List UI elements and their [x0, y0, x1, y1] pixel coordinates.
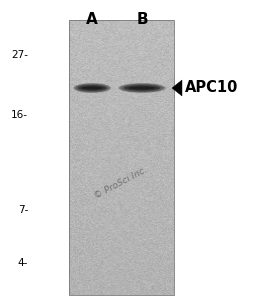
Ellipse shape: [74, 83, 111, 93]
Ellipse shape: [123, 84, 161, 92]
Ellipse shape: [118, 83, 166, 93]
Ellipse shape: [121, 84, 164, 92]
Text: APC10: APC10: [185, 81, 238, 95]
Ellipse shape: [120, 84, 164, 92]
Text: © ProSci Inc.: © ProSci Inc.: [92, 165, 148, 201]
Bar: [69, 20, 174, 295]
Text: 27-: 27-: [11, 50, 28, 60]
Ellipse shape: [122, 84, 163, 92]
Ellipse shape: [78, 85, 106, 91]
Text: 7-: 7-: [18, 205, 28, 215]
Ellipse shape: [78, 85, 106, 91]
Ellipse shape: [75, 84, 109, 92]
Text: 16-: 16-: [11, 110, 28, 120]
Text: A: A: [86, 12, 98, 27]
Ellipse shape: [74, 84, 110, 92]
Ellipse shape: [129, 86, 155, 90]
Ellipse shape: [73, 83, 111, 93]
Ellipse shape: [122, 84, 162, 92]
Ellipse shape: [82, 86, 103, 90]
Ellipse shape: [77, 84, 108, 92]
Ellipse shape: [119, 83, 165, 93]
Ellipse shape: [77, 84, 107, 92]
Ellipse shape: [124, 85, 160, 91]
Text: 4-: 4-: [18, 258, 28, 268]
Ellipse shape: [76, 84, 109, 92]
Ellipse shape: [124, 85, 160, 91]
Polygon shape: [172, 80, 182, 96]
Text: B: B: [136, 12, 148, 27]
